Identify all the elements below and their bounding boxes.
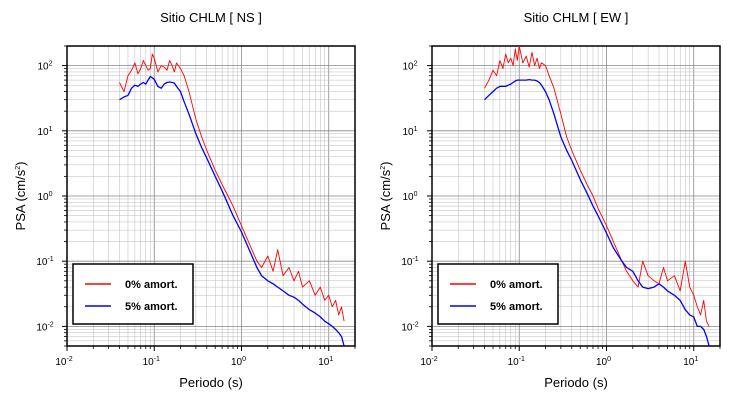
x-tick-label: 101 [683, 356, 698, 368]
legend-box [72, 263, 194, 325]
y-tick-label: 102 [37, 61, 52, 73]
y-tick-label: 100 [402, 191, 417, 203]
x-tick-label: 100 [231, 356, 246, 368]
y-axis-label: PSA (cm/s2) [13, 162, 28, 231]
grid [66, 45, 356, 347]
x-tick-label: 100 [596, 356, 611, 368]
x-tick-label: 10-1 [143, 356, 160, 368]
y-tick-label: 10-2 [401, 321, 418, 333]
y-tick-label: 100 [37, 191, 52, 203]
y-tick-label: 101 [402, 126, 417, 138]
x-tick-label: 10-2 [55, 356, 72, 368]
chart-title: Sitio CHLM [ NS ] [160, 10, 262, 25]
x-axis-label: Periodo (s) [544, 375, 608, 390]
y-tick-label: 101 [37, 126, 52, 138]
y-tick-label: 10-1 [36, 256, 53, 268]
x-tick-label: 10-1 [508, 356, 525, 368]
legend-label: 0% amort. [125, 279, 178, 291]
x-axis-label: Periodo (s) [179, 375, 243, 390]
y-tick-label: 10-1 [401, 256, 418, 268]
chart-panel-2: 10-2 10-1 100 101 10-2 10-1 100 101 102 Sitio CHL… [378, 10, 721, 390]
legend-label: 0% amort. [490, 279, 543, 291]
y-tick-label: 102 [402, 61, 417, 73]
legend-label: 5% amort. [490, 301, 543, 313]
series-line-blue [119, 75, 345, 346]
y-axis-label: PSA (cm/s2) [378, 162, 393, 231]
legend: 0% amort. 5% amort. [72, 263, 194, 325]
legend: 0% amort. 5% amort. [437, 263, 559, 325]
chart-panel-1: 10-2 10-1 100 101 10-2 10-1 100 101 102 Sitio CHL… [13, 10, 356, 390]
series-line-blue [484, 78, 710, 346]
x-tick-label: 10-2 [420, 356, 437, 368]
chart-title: Sitio CHLM [ EW ] [524, 10, 629, 25]
series-line-red [119, 53, 345, 322]
legend-label: 5% amort. [125, 301, 178, 313]
y-tick-label: 10-2 [36, 321, 53, 333]
legend-box [437, 263, 559, 325]
x-tick-label: 101 [318, 356, 333, 368]
series-line-red [484, 46, 710, 327]
